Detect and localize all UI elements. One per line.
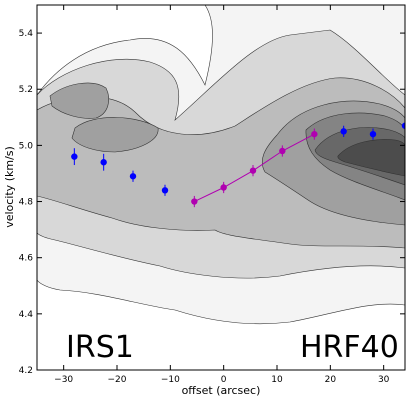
contour-field [37,5,405,370]
y-tick-label: 4.4 [19,310,34,320]
annotation-hrf40: HRF40 [300,330,399,365]
contour-level-7 [337,139,405,177]
data-point [100,159,107,166]
x-tick-label: 10 [271,375,283,385]
data-point [249,167,257,174]
x-tick-label: 30 [378,375,390,385]
contour-level-4-mid [71,117,159,153]
y-axis: 4.2 4.4 4.6 4.8 5.0 5.2 5.4 [19,29,405,376]
data-point [340,128,347,135]
series-1 [191,128,318,208]
data-point [129,173,137,180]
data-point [220,184,227,191]
plot-frame [36,4,406,371]
series-0 [71,120,405,196]
data-point [191,198,198,205]
y-tick-label: 4.8 [19,198,34,208]
data-point [279,147,286,155]
x-axis: −30 −20 −10 0 10 20 30 [54,5,390,385]
x-tick-label: −20 [108,375,127,385]
y-tick-label: 4.2 [19,366,33,376]
data-point [401,122,405,129]
data-point [311,130,318,138]
data-point [369,130,377,138]
y-tick-label: 5.0 [19,141,34,151]
x-tick-label: 0 [221,375,227,385]
x-tick-label: 20 [325,375,337,385]
contour-level-4-west [49,82,109,119]
x-tick-label: −10 [161,375,180,385]
data-series [71,120,405,208]
annotation-irs1: IRS1 [66,330,134,365]
y-tick-label: 5.2 [19,85,33,95]
data-point [71,153,78,160]
y-axis-label: velocity (km/s) [3,146,16,228]
data-point [161,187,169,194]
y-tick-label: 4.6 [19,254,34,264]
x-tick-label: −30 [54,375,73,385]
y-tick-label: 5.4 [19,29,34,39]
x-axis-label: offset (arcsec) [182,384,261,397]
